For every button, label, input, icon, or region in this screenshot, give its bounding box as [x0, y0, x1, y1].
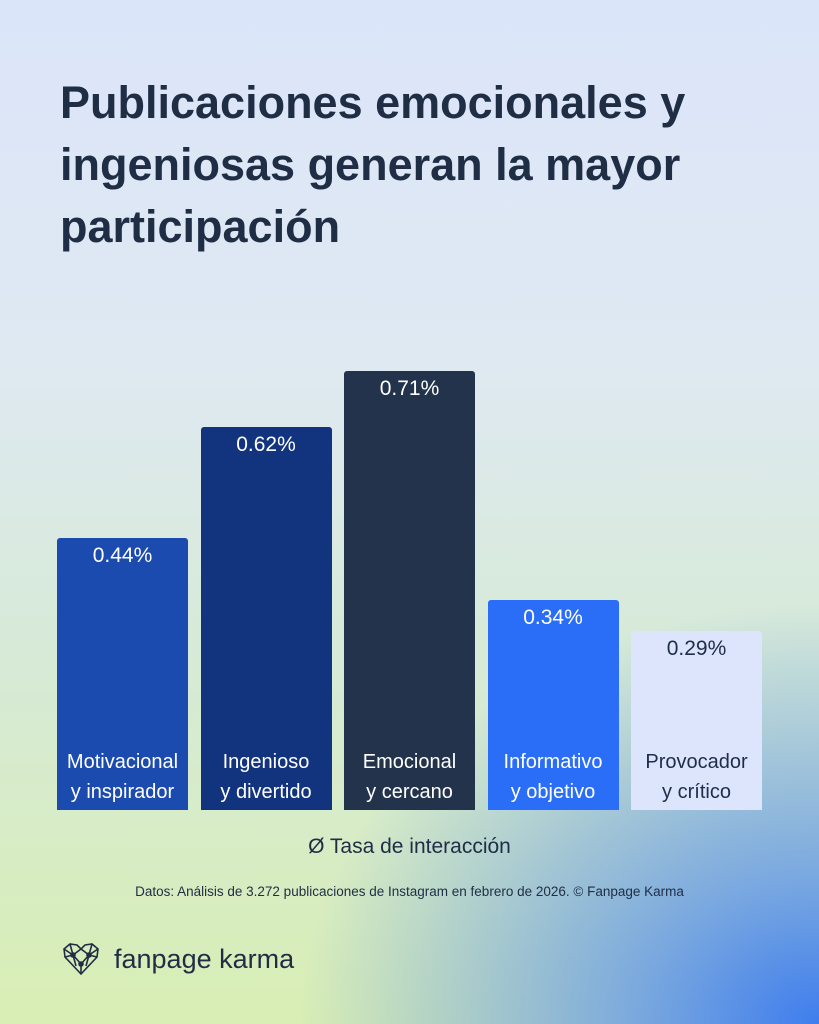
- data-label: 0.29%: [666, 636, 727, 660]
- bar: [57, 537, 188, 810]
- data-label: 0.44%: [92, 543, 153, 567]
- category-label: Emocional y cercano: [362, 751, 457, 803]
- category-label: Informativo y objetivo: [503, 751, 603, 803]
- bar: [631, 630, 762, 810]
- bar: [487, 599, 619, 810]
- category-label: Provocador y crítico: [645, 751, 748, 803]
- brand-logo: fanpage karma: [62, 942, 294, 976]
- brand-name: fanpage karma: [114, 943, 295, 974]
- source-note: Datos: Análisis de 3.272 publicaciones d…: [135, 884, 684, 899]
- bar: [200, 426, 332, 810]
- data-label: 0.71%: [379, 377, 440, 400]
- data-label: 0.34%: [523, 605, 583, 629]
- heart-network-icon: [63, 943, 99, 976]
- x-axis-label: Ø Tasa de interacción: [308, 835, 511, 858]
- category-label: Motivacional y inspirador: [66, 751, 179, 803]
- data-label: 0.62%: [236, 432, 296, 456]
- bar: [344, 371, 475, 810]
- category-label: Ingenioso y divertido: [220, 751, 312, 803]
- chart-title: Publicaciones emocionales y ingeniosas g…: [60, 77, 686, 252]
